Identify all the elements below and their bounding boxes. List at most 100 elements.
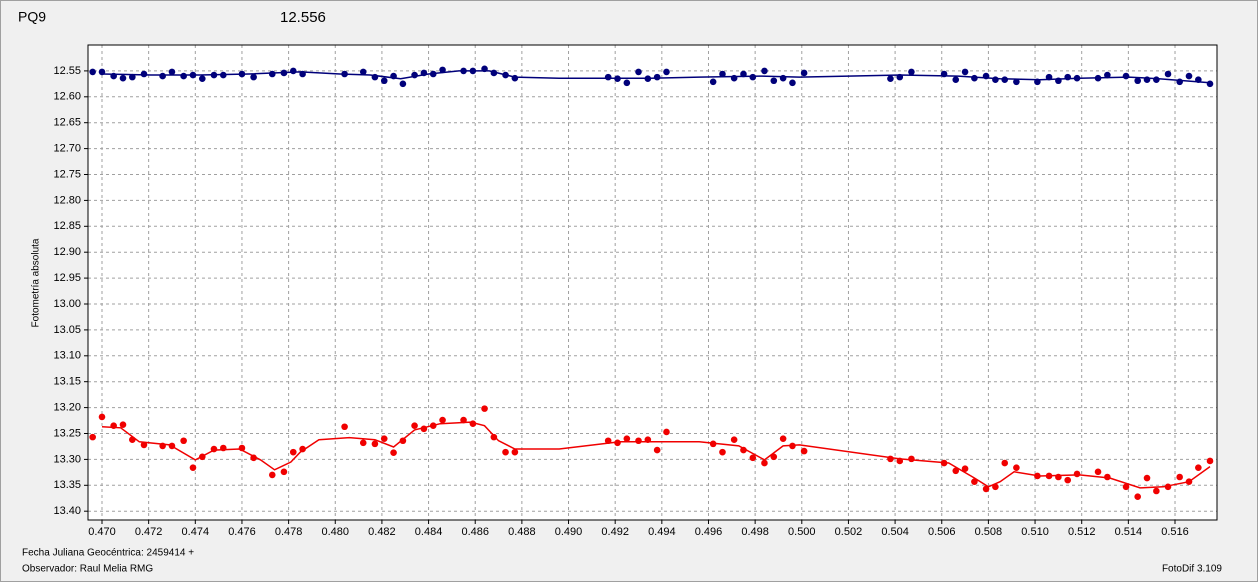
data-point (89, 433, 96, 441)
data-point (250, 73, 257, 81)
data-point (653, 446, 661, 454)
data-point (140, 70, 148, 78)
y-tick-label: 12.60 (53, 91, 81, 103)
data-point (1122, 483, 1130, 491)
data-point (623, 79, 631, 87)
data-point (749, 73, 757, 81)
data-point (1206, 457, 1214, 465)
data-point (168, 68, 176, 76)
data-point (481, 405, 488, 412)
data-point (1153, 487, 1160, 495)
data-point (299, 445, 306, 453)
data-point (159, 72, 166, 80)
data-point (1013, 464, 1020, 471)
chart-subtitle: 12.556 (280, 9, 326, 26)
y-tick-label: 13.40 (53, 505, 81, 517)
data-point (210, 445, 218, 453)
data-point (119, 421, 127, 428)
y-tick-label: 13.20 (53, 402, 81, 414)
data-point (219, 444, 227, 452)
data-point (663, 428, 670, 436)
y-tick-label: 12.75 (53, 168, 81, 180)
data-point (1094, 74, 1102, 82)
y-tick-label: 13.25 (53, 427, 81, 439)
data-point (730, 74, 738, 82)
data-point (429, 422, 437, 430)
data-point (1055, 473, 1062, 481)
software-note: FotoDif 3.109 (1162, 564, 1222, 575)
data-point (1073, 74, 1081, 82)
data-point (481, 65, 488, 73)
data-point (1143, 76, 1151, 84)
data-point (460, 416, 467, 424)
y-tick-label: 13.05 (53, 324, 81, 336)
x-tick-label: 0.480 (321, 526, 349, 538)
x-tick-label: 0.496 (695, 526, 723, 538)
data-point (1195, 464, 1202, 471)
data-point (420, 69, 428, 77)
data-point (982, 485, 990, 493)
x-tick-label: 0.478 (275, 526, 303, 538)
data-point (380, 435, 388, 442)
data-point (1164, 70, 1172, 78)
data-point (614, 75, 621, 82)
data-point (219, 71, 227, 79)
y-tick-label: 12.85 (53, 220, 81, 232)
data-point (341, 423, 348, 431)
data-point (644, 75, 652, 82)
data-point (761, 67, 768, 75)
data-point (1094, 468, 1102, 476)
data-point (289, 67, 297, 75)
data-point (789, 442, 796, 450)
data-point (89, 68, 96, 76)
data-point (740, 70, 747, 78)
chart-title: PQ9 (18, 9, 46, 25)
data-point (268, 70, 276, 78)
y-tick-label: 12.70 (53, 143, 81, 155)
data-point (992, 483, 999, 491)
data-point (469, 67, 477, 75)
data-point (789, 79, 796, 87)
data-point (399, 80, 407, 88)
data-point (168, 442, 176, 450)
data-point (198, 453, 206, 461)
x-tick-label: 0.470 (88, 526, 116, 538)
data-point (1143, 474, 1151, 482)
data-point (1001, 459, 1009, 467)
y-tick-label: 12.80 (53, 194, 81, 206)
x-tick-label: 0.516 (1161, 526, 1189, 538)
data-point (887, 455, 894, 463)
data-point (189, 464, 197, 471)
data-point (411, 71, 418, 79)
data-point (299, 70, 306, 78)
x-tick-label: 0.498 (741, 526, 769, 538)
data-point (952, 467, 960, 475)
data-point (1185, 72, 1193, 80)
data-point (280, 69, 288, 77)
data-point (1185, 478, 1193, 485)
data-point (250, 454, 257, 462)
data-point (604, 73, 612, 81)
x-tick-label: 0.490 (555, 526, 583, 538)
data-point (1034, 78, 1041, 86)
data-point (709, 440, 717, 448)
x-tick-label: 0.512 (1068, 526, 1096, 538)
y-tick-label: 13.30 (53, 453, 81, 465)
x-tick-label: 0.504 (881, 526, 909, 538)
data-point (502, 71, 509, 79)
data-point (1134, 77, 1141, 85)
data-point (390, 72, 397, 80)
data-point (719, 70, 726, 78)
data-point (129, 73, 136, 81)
data-point (359, 439, 367, 447)
data-point (98, 413, 106, 421)
data-point (779, 435, 787, 442)
data-point (1064, 476, 1072, 484)
x-tick-label: 0.492 (601, 526, 629, 538)
data-point (511, 448, 519, 456)
x-axis-label: Fecha Juliana Geocéntrica: 2459414 + (22, 548, 194, 559)
observer-note: Observador: Raul Melia RMG (22, 564, 153, 575)
data-point (982, 72, 990, 80)
data-point (604, 437, 612, 445)
